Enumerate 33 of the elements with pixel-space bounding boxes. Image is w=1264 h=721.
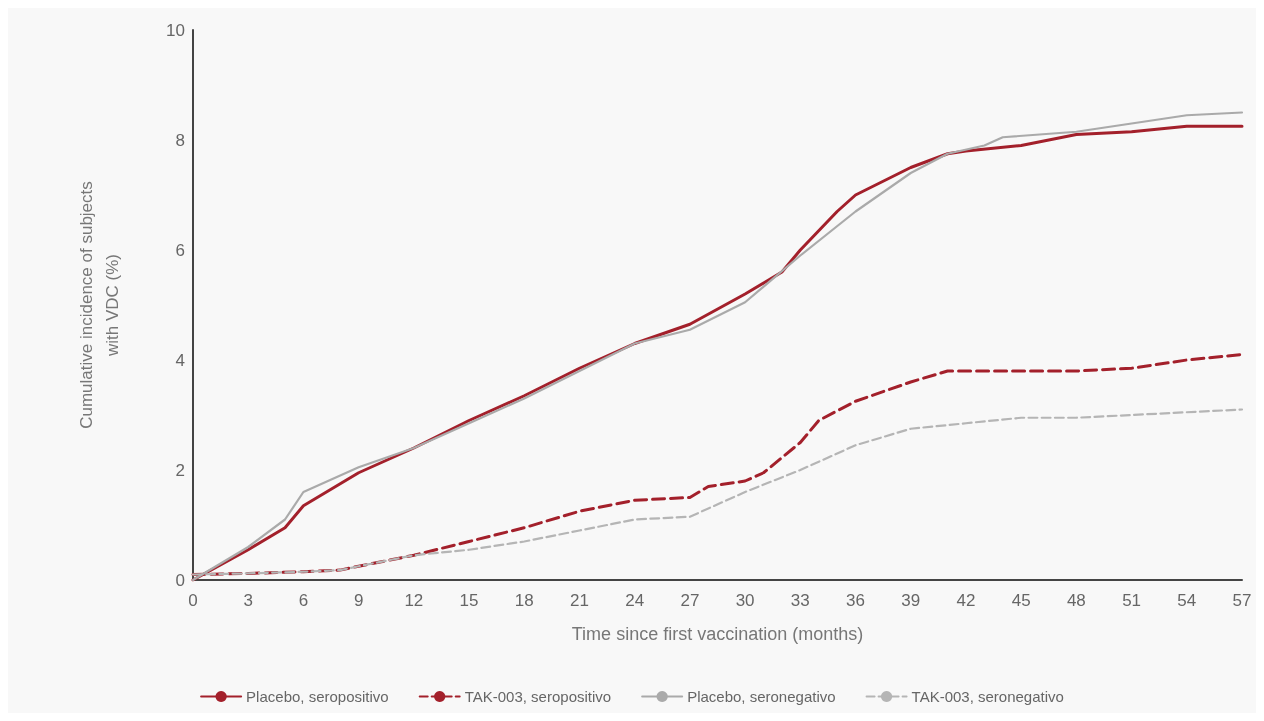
- y-tick-label: 8: [175, 130, 185, 150]
- x-tick-label: 30: [735, 591, 755, 610]
- x-tick-label: 33: [790, 591, 810, 610]
- x-tick-label: 42: [956, 591, 976, 610]
- x-tick-label: 21: [570, 591, 589, 610]
- x-tick-label: 24: [625, 591, 645, 610]
- line-series: [191, 353, 1244, 576]
- y-tick-label: 4: [175, 350, 185, 370]
- x-axis-title: Time since first vaccination (months): [571, 624, 864, 644]
- y-tick-label: 10: [166, 20, 185, 40]
- x-tick-label: 57: [1232, 591, 1252, 610]
- x-tick-label: 18: [514, 591, 534, 610]
- x-tick-label: 45: [1011, 591, 1031, 610]
- legend-label: Placebo, seronegativo: [687, 688, 836, 705]
- x-tick-label: 51: [1122, 591, 1142, 610]
- x-tick-label: 54: [1177, 591, 1197, 610]
- x-tick-label: 27: [680, 591, 700, 610]
- x-tick-label: 48: [1066, 591, 1086, 610]
- y-tick-label: 2: [175, 460, 185, 480]
- y-tick-label: 0: [175, 570, 185, 590]
- x-tick-label: 39: [901, 591, 921, 610]
- x-tick-label: 0: [188, 591, 198, 610]
- legend-label: TAK-003, seronegativo: [911, 688, 1064, 705]
- y-axis-title: Cumulative incidence of subjects with VDC (%): [76, 181, 122, 429]
- x-tick-label: 6: [298, 591, 309, 610]
- legend-label: Placebo, seropositivo: [246, 688, 389, 705]
- x-tick-label: 15: [459, 591, 479, 610]
- x-tick-label: 36: [846, 591, 865, 610]
- legend-label: TAK-003, seropositivo: [464, 688, 612, 705]
- x-tick-label: 12: [404, 591, 424, 610]
- x-tick-label: 3: [243, 591, 253, 610]
- x-tick-label: 9: [353, 591, 364, 610]
- y-tick-label: 6: [175, 240, 185, 260]
